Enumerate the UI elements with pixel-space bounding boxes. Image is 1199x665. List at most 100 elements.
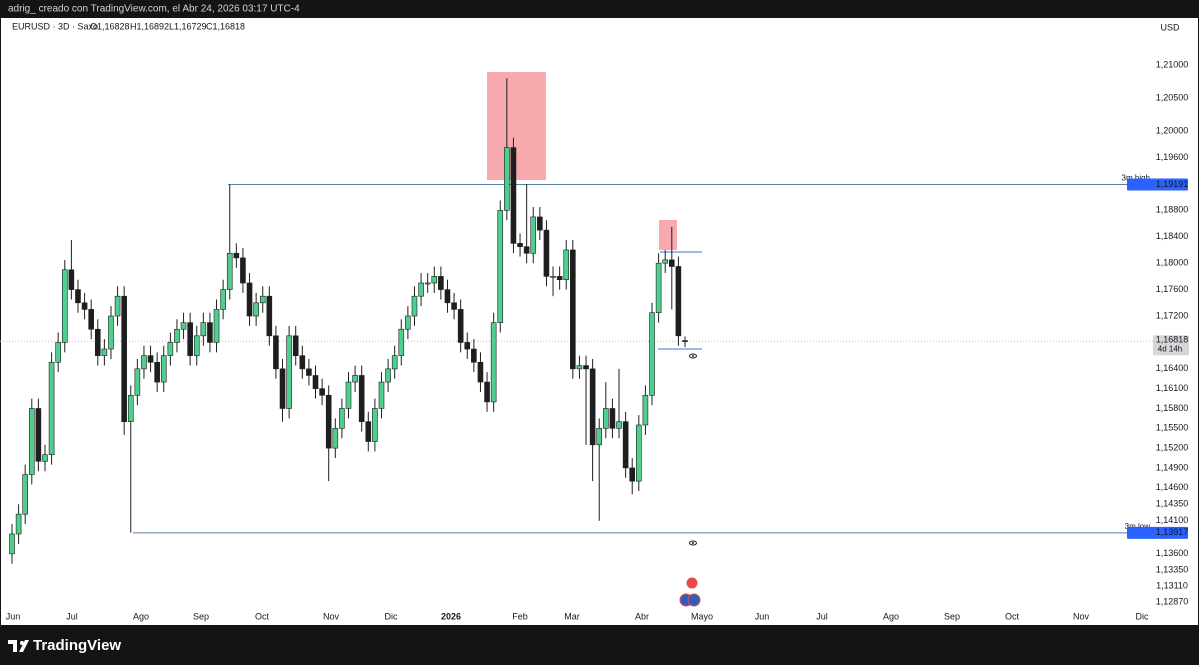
x-tick-label: Mar	[564, 611, 580, 621]
candle-body	[365, 421, 372, 442]
legend-close: C1,16818	[206, 21, 245, 31]
candle-body	[306, 368, 312, 376]
candle-body	[378, 381, 385, 409]
candle-body	[622, 421, 629, 469]
candle-body	[471, 348, 477, 363]
legend-high: H1,16892	[130, 21, 169, 31]
x-tick-label: Jul	[816, 611, 828, 621]
candle-body	[649, 312, 655, 396]
eye-icon[interactable]	[689, 540, 697, 546]
candle-body	[477, 361, 484, 383]
candle-body	[629, 467, 636, 482]
x-tick-label: Ago	[133, 611, 149, 621]
candle-body	[180, 322, 187, 330]
candle-body	[405, 315, 411, 330]
x-tick-label: Jul	[66, 611, 78, 621]
candle-body	[358, 375, 365, 422]
candle-body	[193, 335, 200, 356]
candle-body	[226, 252, 233, 290]
level-name: 3m low	[1125, 522, 1151, 531]
candle-body	[286, 335, 292, 409]
candle-body	[418, 282, 424, 297]
candle-body	[292, 335, 299, 356]
candle-body	[609, 408, 616, 429]
candle-body	[233, 252, 240, 259]
chart-area	[1, 18, 1198, 625]
candle-body	[345, 381, 352, 409]
candle-body	[55, 342, 61, 363]
y-tick-label: 1,20000	[1156, 125, 1189, 135]
y-tick-label: 1,19600	[1156, 152, 1189, 162]
candle-body	[583, 365, 589, 370]
candle-body	[279, 368, 286, 409]
candle-body	[669, 259, 675, 267]
y-tick-label: 1,21000	[1156, 59, 1189, 69]
y-tick-label: 1,17600	[1156, 284, 1189, 294]
candle-body	[556, 276, 563, 280]
zone-box	[487, 72, 546, 180]
x-tick-label: Dic	[385, 611, 398, 621]
candle-body	[246, 282, 253, 317]
candle-body	[682, 340, 688, 342]
candle-body	[22, 474, 28, 515]
candle-body	[94, 328, 101, 356]
x-tick-label: Oct	[255, 611, 270, 621]
candle-body	[101, 348, 108, 356]
candle-body	[596, 428, 603, 446]
legend-symbol: EURUSD · 3D · Saxo	[12, 21, 98, 31]
level-price-box	[1127, 178, 1188, 191]
candle-body	[451, 302, 457, 310]
candle-body	[15, 513, 22, 535]
y-tick-label: 1,14900	[1156, 462, 1189, 472]
candle-body	[134, 368, 141, 396]
y-tick-label: 1,16100	[1156, 383, 1189, 393]
x-tick-label: Oct	[1005, 611, 1020, 621]
event-icon[interactable]	[685, 576, 699, 590]
candle-body	[504, 147, 510, 211]
candle-body	[510, 147, 517, 244]
candle-body	[9, 533, 15, 555]
y-tick-label: 1,12870	[1156, 596, 1189, 606]
level-name: 3m high	[1122, 174, 1150, 183]
candle-body	[147, 355, 154, 363]
candle-body	[174, 328, 180, 343]
candle-body	[543, 229, 550, 277]
brand: TradingView	[33, 637, 121, 654]
candle-body	[253, 302, 259, 317]
candle-body	[339, 408, 345, 429]
candle-body	[48, 361, 55, 456]
event-icon[interactable]	[687, 593, 701, 607]
y-tick-label: 1,16400	[1156, 363, 1189, 373]
candle-body	[259, 295, 266, 304]
x-tick-label: Abr	[635, 611, 649, 621]
candle-body	[484, 381, 490, 403]
candle-body	[372, 408, 378, 442]
x-tick-label: Dic	[1136, 611, 1149, 621]
candle-body	[167, 342, 174, 356]
eye-icon[interactable]	[689, 353, 697, 359]
candle-body	[424, 282, 431, 285]
x-tick-label: 2026	[441, 611, 461, 621]
countdown: 4d 14h	[1158, 344, 1182, 353]
candle-body	[570, 249, 576, 370]
level-price: 1,19191	[1156, 179, 1189, 189]
candle-body	[497, 210, 504, 323]
candle-body	[121, 295, 127, 422]
candle-body	[411, 295, 418, 317]
candle-body	[220, 289, 226, 310]
x-tick-label: Nov	[1073, 611, 1090, 621]
candle-body	[398, 328, 405, 356]
candle-body	[537, 216, 543, 231]
y-tick-label: 1,15800	[1156, 403, 1189, 413]
candle-body	[325, 394, 332, 449]
candle-body	[160, 355, 167, 383]
candle-body	[530, 216, 537, 254]
candle-body	[464, 342, 471, 350]
candle-body	[200, 322, 207, 337]
x-tick-label: Feb	[512, 611, 528, 621]
candle-body	[114, 295, 121, 317]
candle-body	[42, 454, 48, 462]
candle-body	[154, 361, 160, 383]
candle-body	[563, 249, 570, 280]
